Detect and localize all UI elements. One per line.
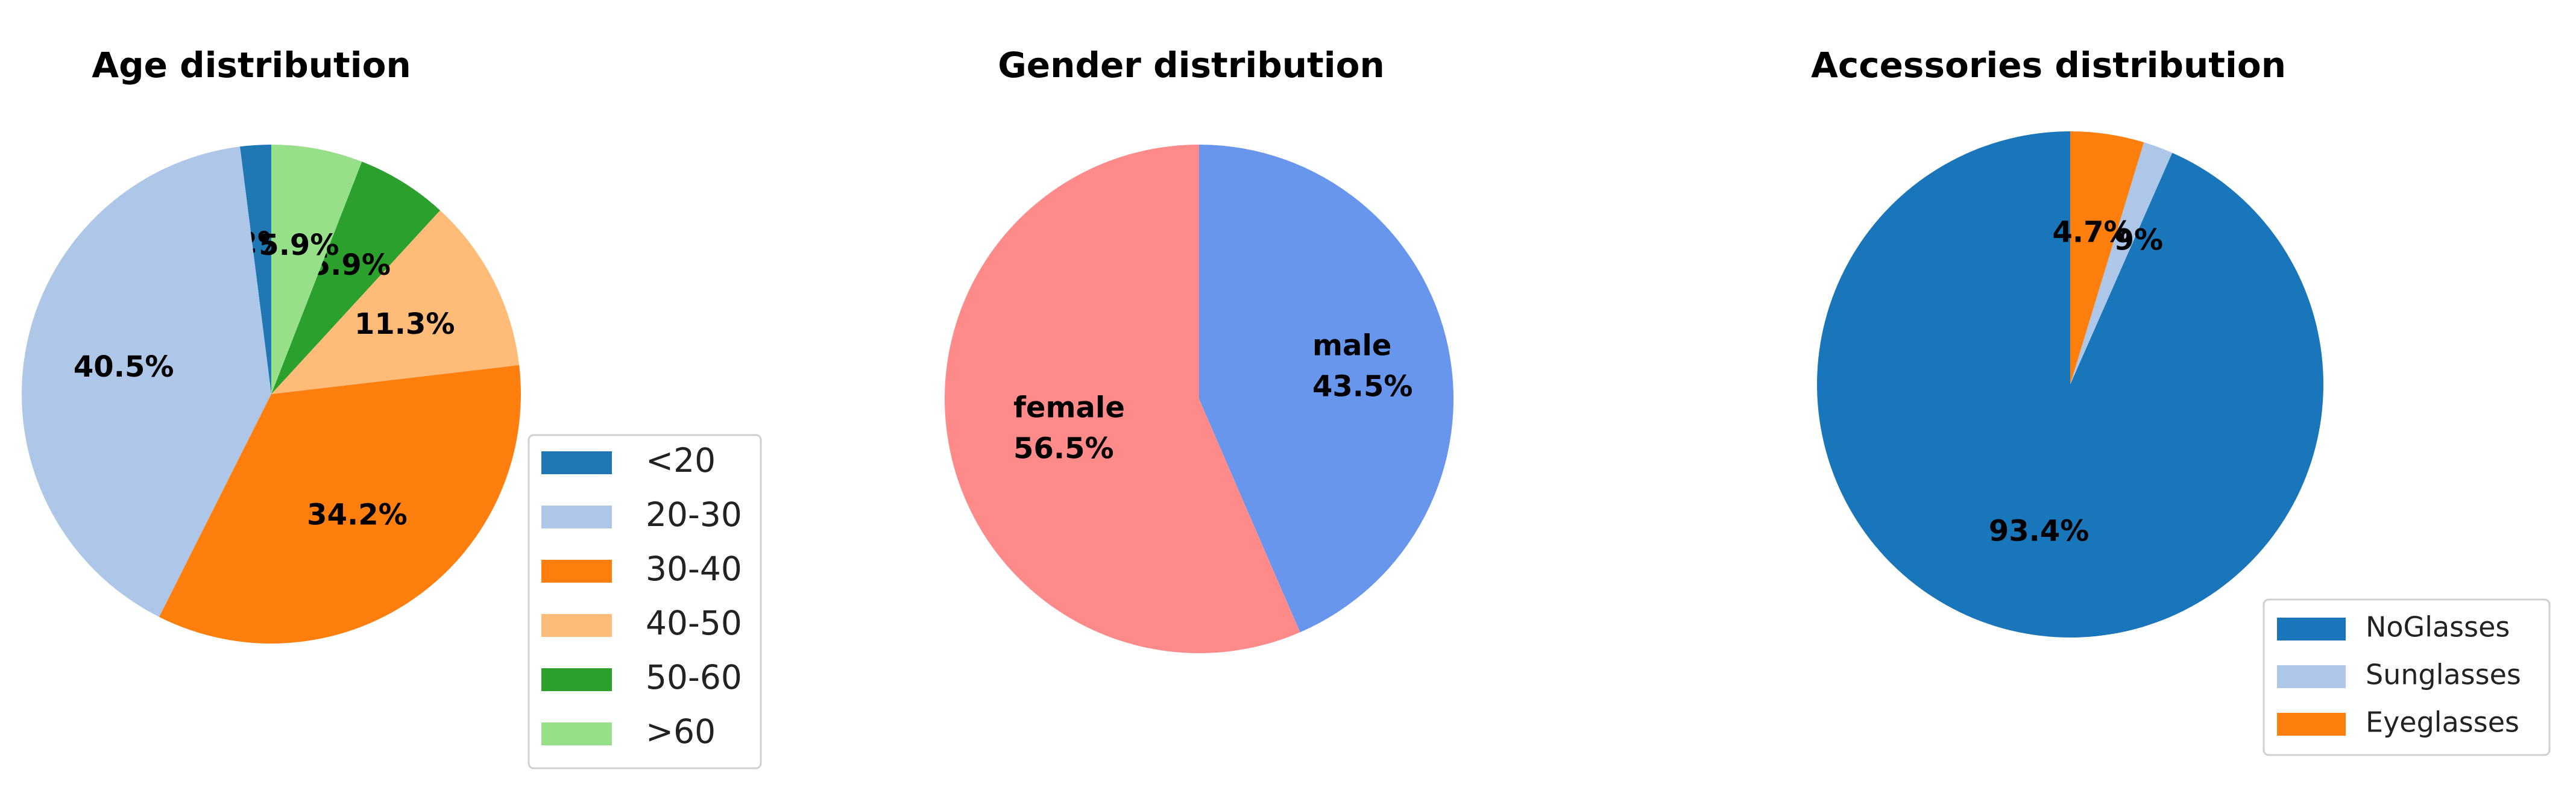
pie-slice <box>945 145 1300 653</box>
value-label: 11.3% <box>354 307 455 341</box>
legend-label: 40-50 <box>646 604 742 642</box>
pie-slice <box>271 161 441 394</box>
value-label: 5.9% <box>259 228 339 262</box>
legend-label: 50-60 <box>646 658 742 697</box>
legend-swatch <box>2277 713 2346 736</box>
slice-label: male <box>1312 329 1391 363</box>
value-label: 4.7% <box>2053 216 2133 249</box>
pie-chart: Age distribution2%40.5%34.2%11.3%5.9%5.9… <box>22 45 762 769</box>
chart-title: Accessories distribution <box>1811 45 2286 86</box>
pie-slice <box>271 210 520 394</box>
legend-label: >60 <box>646 712 716 751</box>
pie-slice <box>240 145 271 394</box>
pie-slice <box>1199 145 1454 633</box>
pie-chart: Accessories distribution93.4%1.9%4.7%NoG… <box>1811 45 2551 756</box>
value-label: 34.2% <box>307 498 408 532</box>
legend-label: Eyeglasses <box>2366 706 2519 739</box>
pie-slice <box>159 365 521 644</box>
legend-swatch <box>541 506 612 528</box>
legend: <20 20-30 30-40 40-50 50-60 >60 <box>527 434 762 769</box>
legend-label: <20 <box>646 441 716 480</box>
legend-swatch <box>541 614 612 637</box>
chart-title: Gender distribution <box>998 45 1385 86</box>
value-label: 43.5% <box>1312 370 1413 404</box>
legend-swatch <box>2277 665 2346 688</box>
pie-slice <box>2070 131 2144 384</box>
pie-slice <box>22 146 272 617</box>
pie-chart: Gender distribution female 56.5% male 43.5% <box>945 45 1454 653</box>
slice-label: female <box>1013 390 1125 424</box>
legend-label: NoGlasses <box>2366 611 2510 644</box>
legend-swatch <box>541 451 612 474</box>
legend-swatch <box>541 668 612 691</box>
legend-frame <box>527 434 762 769</box>
value-label: 93.4% <box>1989 515 2089 548</box>
pie-slice <box>271 145 362 394</box>
value-label: 40.5% <box>74 350 174 384</box>
legend-swatch <box>541 722 612 745</box>
legend-label: Sunglasses <box>2366 659 2521 691</box>
pie-slice <box>2070 142 2173 384</box>
legend-label: 20-30 <box>646 495 742 534</box>
legend-label: 30-40 <box>646 550 742 588</box>
pie-slice <box>1816 131 2323 638</box>
legend: NoGlasses Sunglasses Eyeglasses <box>2263 598 2551 756</box>
legend-swatch <box>2277 618 2346 641</box>
value-label: 56.5% <box>1013 431 1114 465</box>
legend-swatch <box>541 560 612 583</box>
chart-title: Age distribution <box>92 45 411 86</box>
